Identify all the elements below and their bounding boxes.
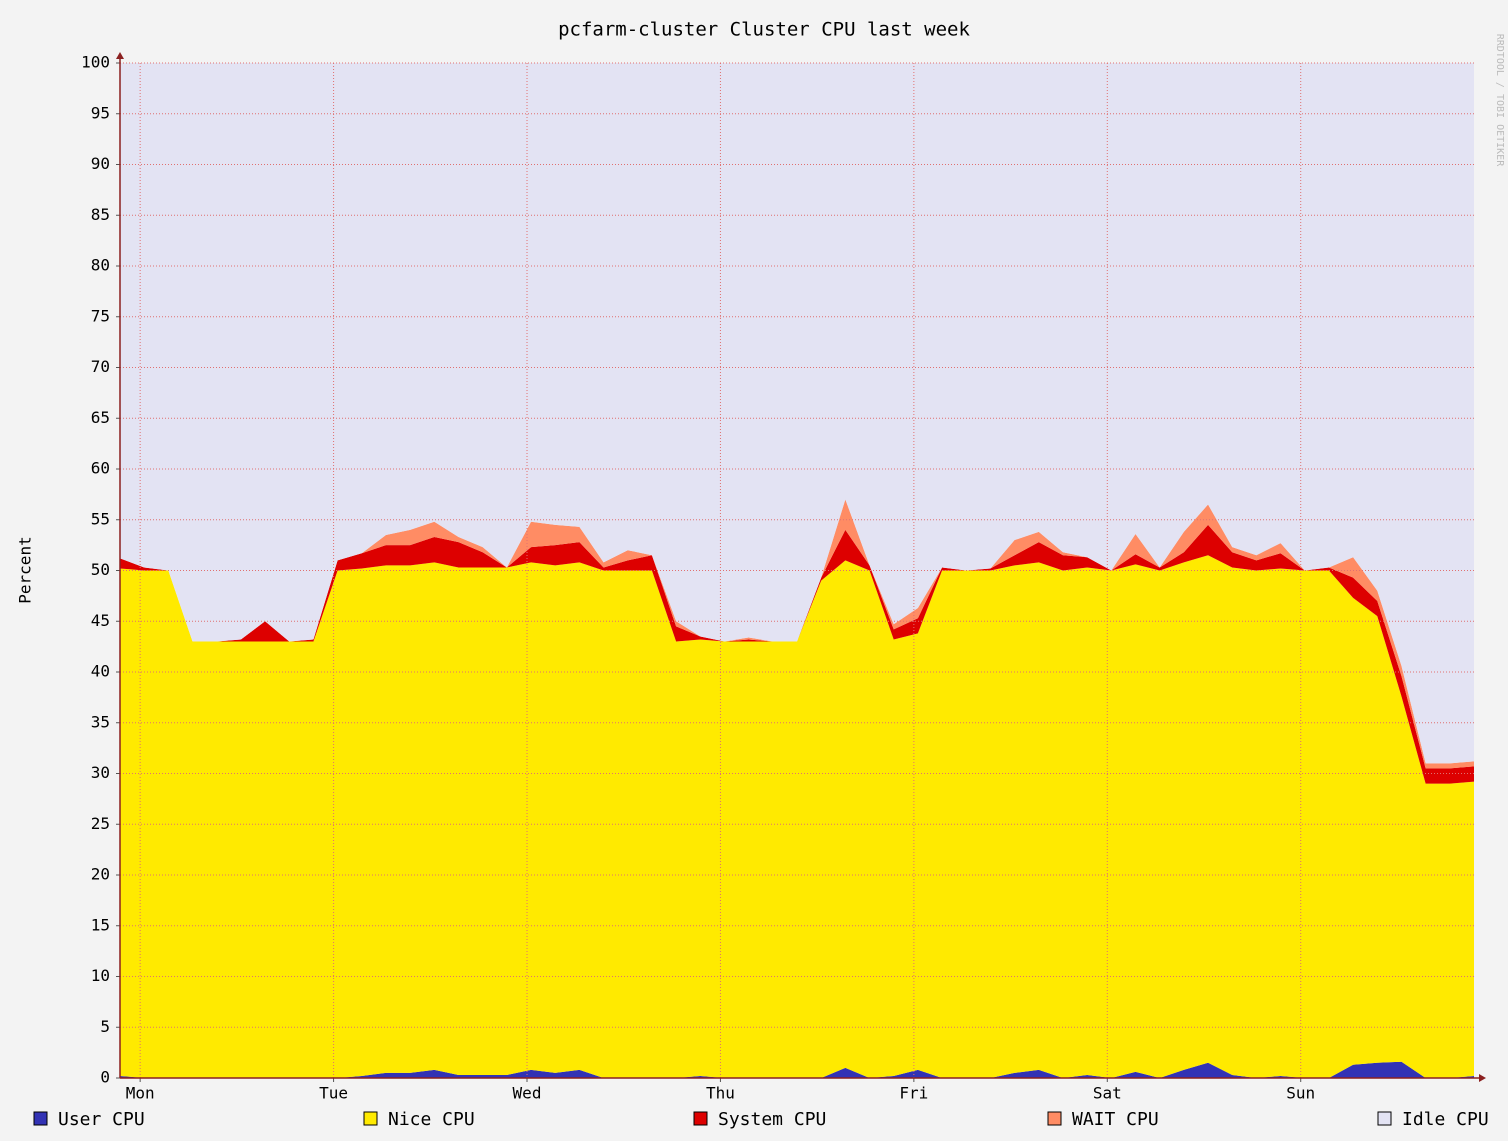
y-tick-label: 35 xyxy=(91,712,110,731)
chart-title: pcfarm-cluster Cluster CPU last week xyxy=(558,19,970,41)
area xyxy=(120,1061,1474,1078)
y-tick-label: 60 xyxy=(91,459,110,478)
legend-swatch xyxy=(693,1111,708,1126)
plot-area xyxy=(120,63,1474,1078)
y-tick-label: 95 xyxy=(91,103,110,122)
legend-swatch xyxy=(363,1111,378,1126)
x-tick-label: Thu xyxy=(706,1084,735,1103)
legend-swatch xyxy=(1377,1111,1392,1126)
y-tick-label: 90 xyxy=(91,154,110,173)
y-tick-label: 100 xyxy=(81,53,110,72)
y-tick-label: 45 xyxy=(91,611,110,630)
y-tick-label: 85 xyxy=(91,205,110,224)
y-tick-label: 10 xyxy=(91,966,110,985)
y-tick-label: 50 xyxy=(91,560,110,579)
y-tick-label: 15 xyxy=(91,915,110,934)
legend-label: Idle CPU xyxy=(1402,1109,1489,1130)
axis-arrow xyxy=(1479,1074,1486,1082)
x-tick-label: Sat xyxy=(1093,1084,1122,1103)
y-tick-label: 70 xyxy=(91,357,110,376)
legend-label: WAIT CPU xyxy=(1072,1109,1159,1130)
legend-label: Nice CPU xyxy=(388,1109,475,1130)
axis-arrow xyxy=(116,52,124,59)
y-tick-label: 75 xyxy=(91,306,110,325)
y-tick-label: 0 xyxy=(100,1068,110,1087)
y-tick-label: 25 xyxy=(91,814,110,833)
x-tick-label: Tue xyxy=(319,1084,348,1103)
watermark: RRDTOOL / TOBI OETIKER xyxy=(1494,34,1505,167)
y-tick-label: 55 xyxy=(91,509,110,528)
legend-swatch xyxy=(33,1111,48,1126)
legend-label: User CPU xyxy=(58,1109,145,1130)
legend-label: System CPU xyxy=(718,1109,826,1130)
x-tick-label: Mon xyxy=(126,1084,155,1103)
y-axis-label: Percent xyxy=(16,536,35,603)
area xyxy=(120,63,1474,764)
y-tick-label: 40 xyxy=(91,662,110,681)
y-tick-label: 20 xyxy=(91,865,110,884)
x-tick-label: Fri xyxy=(899,1084,928,1103)
area xyxy=(120,555,1474,1078)
y-tick-label: 30 xyxy=(91,763,110,782)
y-tick-label: 65 xyxy=(91,408,110,427)
y-tick-label: 80 xyxy=(91,256,110,275)
legend-swatch xyxy=(1047,1111,1062,1126)
y-tick-label: 5 xyxy=(100,1017,110,1036)
x-tick-label: Wed xyxy=(513,1084,542,1103)
x-tick-label: Sun xyxy=(1286,1084,1315,1103)
